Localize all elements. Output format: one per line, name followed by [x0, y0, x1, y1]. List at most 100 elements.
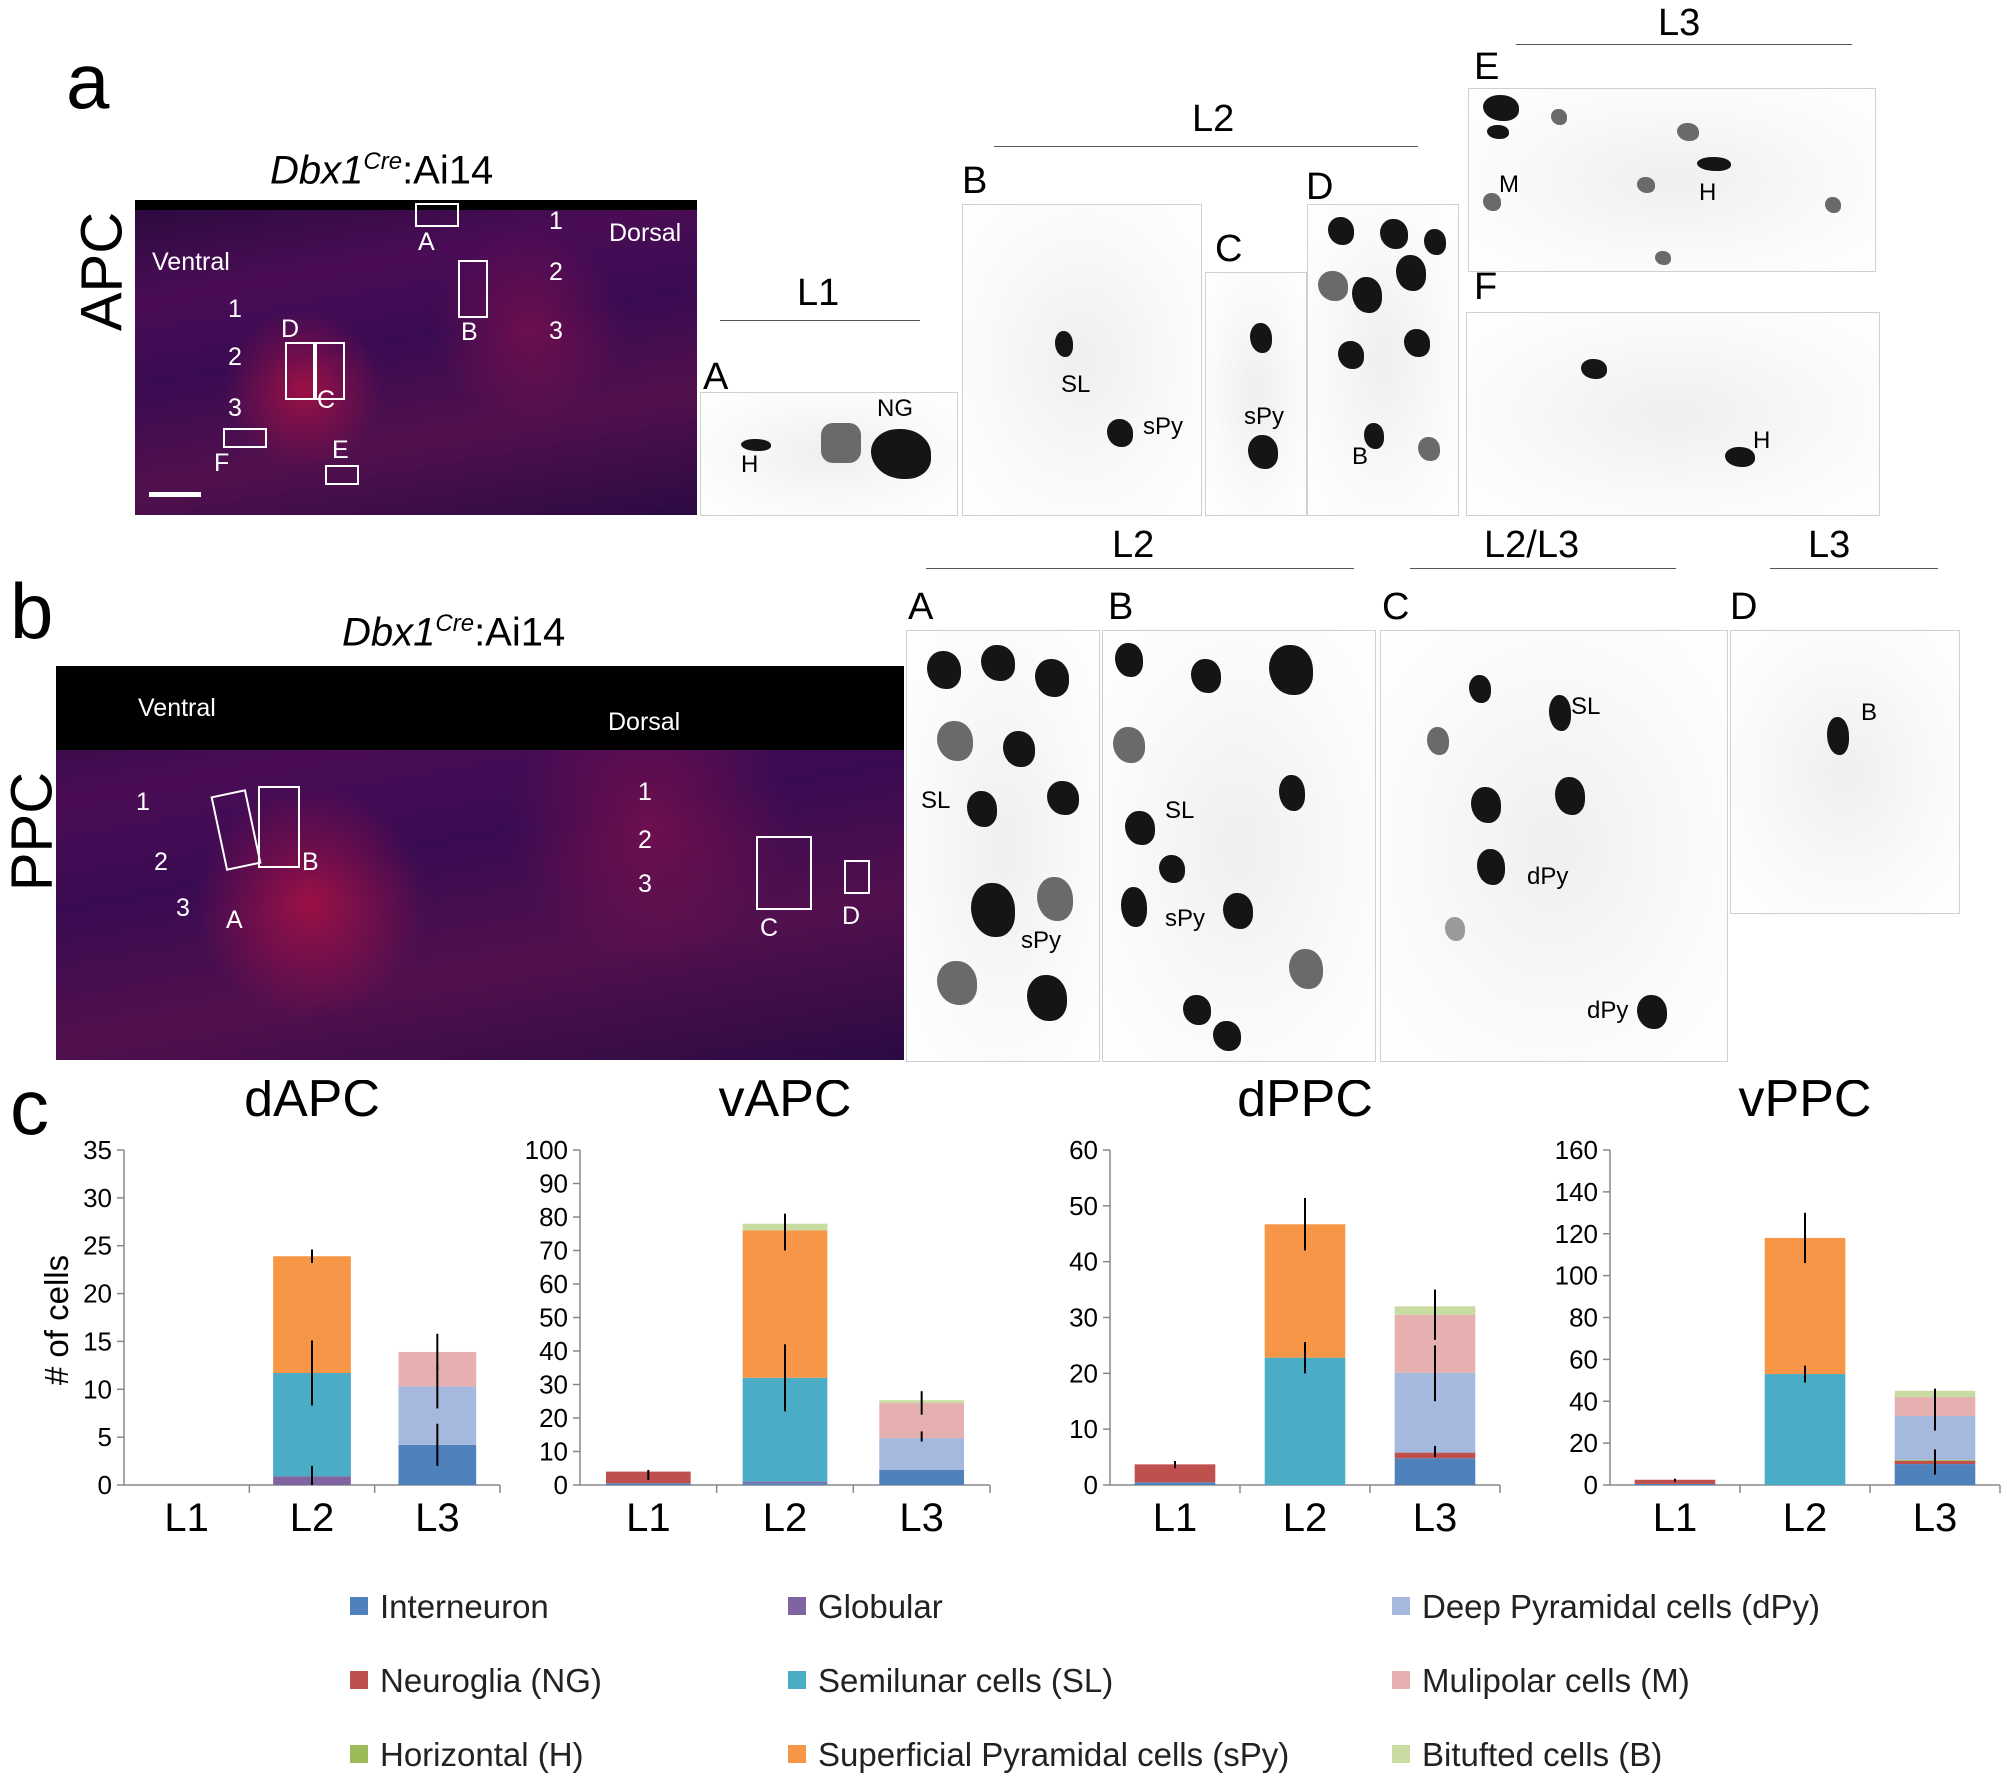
legend-item-globular: Globular: [788, 1588, 943, 1626]
y-tick-label: 30: [83, 1183, 112, 1213]
x-tick-label: L2: [763, 1496, 808, 1540]
legend-item-superficial-pyramidal: Superficial Pyramidal cells (sPy): [788, 1736, 1289, 1774]
b-l2-title: L2: [1112, 524, 1155, 566]
cell: [1055, 331, 1073, 357]
dorsal-layer-3: 3: [549, 317, 563, 345]
cell: [937, 961, 977, 1005]
cell: [1445, 917, 1465, 941]
b-inset-c-dpy1: dPy: [1527, 863, 1569, 890]
bar-segment: [742, 1483, 828, 1485]
cell: [1427, 727, 1449, 755]
b-inset-a-letter: A: [908, 586, 934, 628]
legend-label: Globular: [818, 1588, 943, 1625]
cell: [1338, 341, 1364, 369]
roi-box-b: [258, 786, 300, 868]
a-l2-title: L2: [1192, 98, 1235, 140]
roi-label-a: A: [418, 228, 435, 256]
roi-label-a: A: [226, 906, 243, 934]
a-inset-d-image: B: [1307, 204, 1459, 516]
cell: [1555, 777, 1585, 815]
x-tick-label: L1: [1153, 1496, 1198, 1540]
y-tick-label: 20: [1569, 1428, 1598, 1458]
a-inset-e-image: M H: [1468, 88, 1876, 272]
a-inset-e-m: M: [1499, 171, 1519, 198]
b-inset-c-dpy2: dPy: [1587, 997, 1629, 1024]
cell: [1121, 887, 1147, 927]
b-inset-a-spy: sPy: [1021, 927, 1062, 954]
cell: [1487, 125, 1509, 139]
bar-segment: [605, 1483, 691, 1485]
legend-swatch: [350, 1745, 368, 1764]
cell: [1159, 855, 1185, 883]
b-inset-c-letter: C: [1382, 586, 1410, 628]
y-tick-label: 50: [539, 1303, 568, 1333]
dorsal-label: Dorsal: [608, 708, 681, 736]
bar-segment: [1764, 1374, 1846, 1485]
b-inset-d-image: B: [1730, 630, 1960, 914]
bar-segment: [879, 1469, 965, 1485]
y-tick-label: 35: [83, 1135, 112, 1165]
legend-swatch: [1392, 1671, 1410, 1690]
y-tick-label: 50: [1069, 1191, 1098, 1221]
b-l2-rule: [926, 568, 1354, 569]
reporter-name: :Ai14: [402, 148, 494, 193]
y-tick-label: 120: [1555, 1219, 1598, 1249]
y-tick-label: 15: [83, 1326, 112, 1356]
cell: [1125, 811, 1155, 845]
cell: [1183, 995, 1211, 1025]
y-tick-label: 40: [539, 1336, 568, 1366]
cell: [1003, 731, 1035, 767]
a-inset-b-image: SL sPy: [962, 204, 1202, 516]
legend-item-semilunar: Semilunar cells (SL): [788, 1662, 1113, 1700]
bar-segment: [1634, 1483, 1716, 1485]
b-inset-d-letter: D: [1730, 586, 1758, 628]
apc-fluorescence-image: Ventral Dorsal 1 2 3 1 2 3 A B D C F E: [135, 200, 697, 515]
cell: [1677, 123, 1699, 141]
a-inset-c-letter: C: [1215, 228, 1243, 270]
a-l3-title: L3: [1658, 2, 1701, 44]
cell: [971, 883, 1015, 937]
legend-item-neuroglia: Neuroglia (NG): [350, 1662, 602, 1700]
roi-label-c: C: [760, 914, 779, 942]
y-axis-label: # of cells: [38, 1255, 75, 1385]
cell: [927, 651, 961, 689]
cell: [1469, 675, 1491, 703]
a-inset-f-image: H: [1466, 312, 1880, 516]
y-tick-label: 10: [83, 1374, 112, 1404]
y-tick-label: 100: [525, 1135, 568, 1165]
legend-item-interneuron: Interneuron: [350, 1588, 549, 1626]
b-inset-b-image: SL sPy: [1102, 630, 1376, 1062]
ventral-label: Ventral: [138, 694, 216, 722]
cell: [1549, 695, 1571, 731]
a-inset-e-h: H: [1699, 179, 1717, 206]
y-tick-label: 90: [539, 1169, 568, 1199]
dorsal-layer-1: 1: [549, 207, 563, 235]
cell: [981, 645, 1015, 681]
y-tick-label: 0: [554, 1470, 568, 1500]
dorsal-layer-3: 3: [638, 870, 652, 898]
legend-label: Deep Pyramidal cells (dPy): [1422, 1588, 1820, 1625]
b-l2l3-title: L2/L3: [1484, 524, 1580, 566]
legend-label: Interneuron: [380, 1588, 549, 1625]
x-tick-label: L1: [626, 1496, 671, 1540]
legend-item-horizontal: Horizontal (H): [350, 1736, 584, 1774]
dorsal-layer-2: 2: [549, 258, 563, 286]
roi-label-d: D: [281, 315, 300, 343]
cell: [1364, 423, 1384, 449]
charts-svg: # of cells dAPC 0 5 10 15 20 25 30 35 L1 L2 L3 vAPC 0…: [38, 1080, 2001, 1540]
x-tick-label: L3: [899, 1496, 944, 1540]
dorsal-layer-1: 1: [638, 778, 652, 806]
ventral-layer-1: 1: [136, 788, 150, 816]
y-tick-label: 0: [98, 1470, 112, 1500]
bar-segment: [1134, 1482, 1216, 1485]
a-l3-rule: [1516, 44, 1852, 45]
y-tick-label: 30: [539, 1370, 568, 1400]
cell: [1825, 197, 1841, 213]
y-tick-label: 5: [98, 1422, 112, 1452]
y-tick-label: 80: [1569, 1303, 1598, 1333]
cell: [1404, 329, 1430, 357]
cell: [1269, 645, 1313, 695]
a-inset-a-h: H: [741, 451, 759, 478]
apc-row-label: APC: [69, 211, 135, 332]
ventral-layer-3: 3: [176, 894, 190, 922]
